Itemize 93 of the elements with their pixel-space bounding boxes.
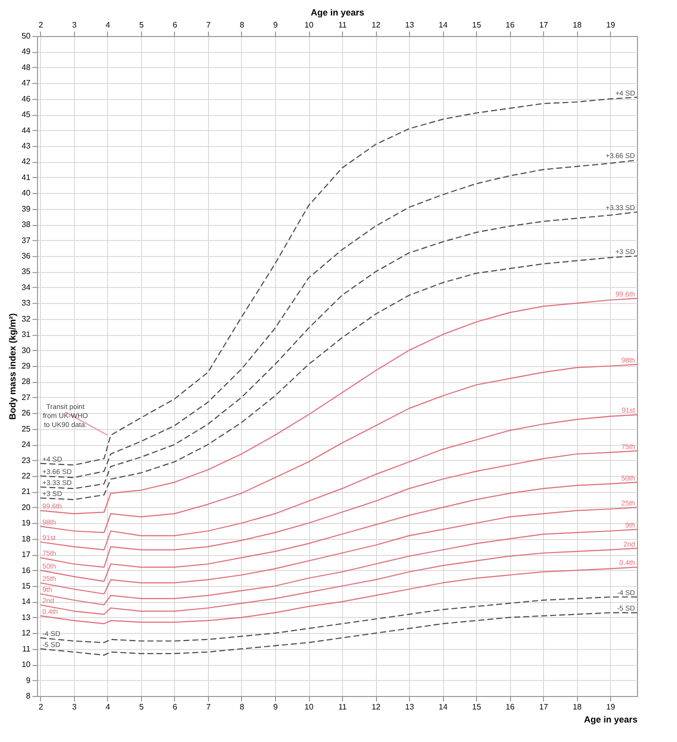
x-tick-label: 6 [172,702,178,712]
x-tick-label: 9 [273,702,278,712]
y-tick-label: 34 [22,282,32,292]
y-tick-label: 20 [22,502,32,512]
y-tick-label: 26 [22,408,32,418]
y-tick-label: 9 [26,676,32,685]
y-tick-label: 33 [22,298,32,308]
line-series [40,96,637,466]
line-series [40,364,637,534]
y-tick-label: 39 [22,204,32,214]
y-tick-label: 12 [22,628,32,638]
line-series [40,414,637,550]
x2-tick-label: 9 [273,20,278,30]
x-tick-label: 19 [606,702,616,712]
x2-axis-title: Age in years [310,8,364,18]
x-tick-label: 18 [572,702,582,712]
x2-tick-label: 2 [38,20,44,30]
y-tick-label: 30 [22,346,32,355]
y-tick-label: 19 [22,518,32,528]
y-tick-label: 25 [22,424,32,434]
y-tick-label: 44 [22,126,32,135]
x2-tick-label: 14 [438,20,448,30]
y-tick-label: 36 [22,252,32,260]
x-tick-label: 17 [539,702,549,712]
x2-tick-label: 17 [539,20,549,30]
x-tick-label: 13 [405,702,415,712]
y-tick-label: 8 [26,692,32,700]
y-tick-label: 35 [22,267,32,276]
x2-tick-label: 4 [106,20,111,30]
x2-tick-label: 3 [72,20,78,30]
y-tick-label: 17 [22,550,32,560]
y-tick-label: 45 [22,110,32,120]
y-tick-label: 29 [22,362,32,370]
x-tick-label: 15 [472,702,482,712]
x-tick-label: 12 [372,702,382,712]
x2-tick-label: 12 [372,20,382,30]
x2-tick-label: 7 [206,20,212,30]
x2-tick-label: 13 [405,20,415,30]
y-tick-label: 22 [22,472,32,480]
y-tick-label: 43 [22,142,32,150]
y-tick-label: 14 [22,597,32,606]
y-tick-label: 10 [22,660,32,670]
x2-tick-label: 8 [240,20,245,30]
y-tick-label: 38 [22,220,32,230]
y-tick-label: 28 [22,377,32,386]
line-series [40,255,637,500]
y-tick-label: 31 [22,330,32,340]
line-series [40,528,637,606]
y-tick-label: 24 [22,440,32,450]
x-tick-label: 10 [304,702,314,712]
x-tick-label: 2 [38,702,44,712]
line-series [40,596,637,644]
y-tick-label: 16 [22,566,32,575]
x2-tick-label: 16 [506,20,516,30]
x-tick-label: 3 [72,702,78,712]
x2-tick-label: 15 [472,20,482,30]
x2-tick-label: 5 [139,20,144,30]
line-series [40,298,637,514]
x2-tick-label: 6 [172,20,178,30]
x2-tick-label: 18 [572,20,582,30]
y-tick-label: 32 [22,314,32,324]
y-tick-label: 13 [22,612,32,622]
y-tick-label: 23 [22,456,32,465]
y-tick-label: 48 [22,62,32,72]
x-tick-label: 8 [240,702,245,712]
line-series [40,548,637,615]
y-tick-label: 21 [22,487,32,496]
x-tick-label: 5 [139,702,144,712]
y-tick-label: 40 [22,188,32,198]
x-tick-label: 14 [438,702,448,712]
x-tick-label: 4 [106,702,111,712]
line-series [40,482,637,582]
y-tick-label: 11 [22,644,32,654]
line-series [40,211,637,490]
y-tick-label: 15 [22,582,32,590]
x2-tick-label: 19 [606,20,616,30]
y-tick-label: 27 [22,392,32,402]
x-tick-label: 16 [506,702,516,712]
y-tick-label: 46 [22,94,32,104]
y-tick-label: 37 [22,236,32,245]
y-tick-label: 49 [22,47,32,56]
x2-tick-label: 11 [338,20,348,30]
y-tick-label: 42 [22,157,32,166]
x-tick-label: 11 [338,702,348,712]
x-axis-title: Age in years [584,714,638,724]
y-tick-label: 18 [22,534,32,544]
y-tick-label: 41 [22,172,32,182]
y-tick-label: 47 [22,78,32,88]
x2-tick-label: 10 [304,20,314,30]
y-axis-title: Body mass index (kg/m²) [8,313,18,420]
line-series [40,450,637,568]
y-tick-label: 50 [22,32,32,40]
x-tick-label: 7 [206,702,212,712]
